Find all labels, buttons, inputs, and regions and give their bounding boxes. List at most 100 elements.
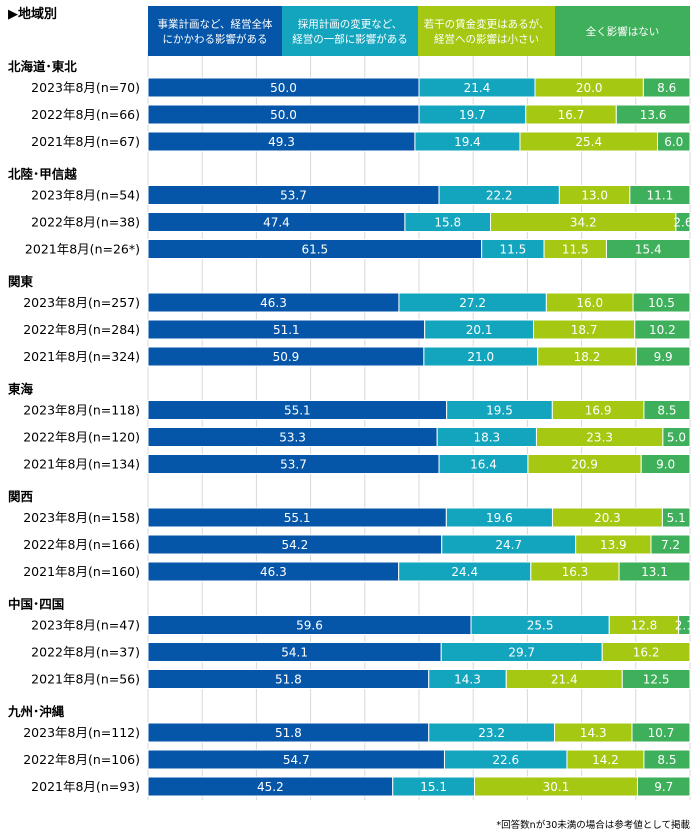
row-label: 2023年8月(n=118) [23,403,140,418]
data-label: 13.9 [600,538,627,552]
data-label: 18.7 [571,323,598,337]
data-label: 16.7 [558,108,585,122]
row-label: 2023年8月(n=257) [23,295,140,310]
row-label: 2023年8月(n=158) [23,510,140,525]
row-label: 2021年8月(n=160) [23,564,140,579]
row-label: 2022年8月(n=166) [23,537,140,552]
data-label: 47.4 [263,216,290,230]
data-label: 19.4 [454,135,481,149]
data-label: 50.9 [273,350,300,364]
data-label: 8.5 [657,753,676,767]
data-label: 9.7 [654,780,673,794]
data-label: 51.8 [275,726,302,740]
data-label: 21.0 [467,350,494,364]
data-label: 8.6 [657,81,676,95]
data-label: 6.0 [664,135,683,149]
data-label: 2.6 [673,216,692,230]
row-label: 2023年8月(n=70) [31,80,140,95]
row-label: 2022年8月(n=38) [31,215,140,230]
row-label: 2021年8月(n=93) [31,779,140,794]
bar-segment [636,776,691,797]
data-label: 50.0 [270,108,297,122]
data-label: 30.1 [543,780,570,794]
row-label: 2022年8月(n=37) [31,645,140,660]
bar-segment [605,239,691,259]
data-label: 16.2 [633,646,660,660]
row-label: 2023年8月(n=54) [31,188,140,203]
bar-segment [618,561,691,582]
row-label: 2022年8月(n=106) [23,752,140,767]
row-label: 2021年8月(n=324) [23,349,140,364]
bar-segment [650,534,691,555]
row-label: 2023年8月(n=47) [31,618,140,633]
legend-label: 経営の一部に影響がある [292,33,408,46]
region-label: 中国･四国 [8,597,64,612]
footnote: *回答数nが30未満の場合は参考値として掲載 [496,819,690,831]
bar-segment [662,427,691,447]
data-label: 55.1 [284,404,311,418]
region-label: 北陸･甲信越 [8,167,77,182]
data-label: 7.2 [661,538,680,552]
row-label: 2021年8月(n=56) [31,672,140,687]
bar-segment [643,749,691,770]
bar-segment [629,185,691,205]
data-label: 10.5 [648,296,675,310]
data-label: 16.3 [562,565,589,579]
bar-segment [621,669,691,689]
data-label: 34.2 [570,216,597,230]
data-label: 2.1 [675,619,694,633]
bar-segment [657,131,691,152]
data-label: 23.3 [586,431,613,445]
data-label: 13.6 [640,108,667,122]
data-label: 13.0 [581,189,608,203]
data-label: 10.2 [649,323,676,337]
data-label: 27.2 [459,296,486,310]
bar-segment [632,292,691,313]
legend-label: 全く影響はない [586,25,660,38]
legend-swatch [282,6,418,56]
row-label: 2022年8月(n=284) [23,322,140,337]
bar-segment [634,319,691,340]
data-label: 11.1 [647,189,674,203]
chart-title: ▶地域別 [8,6,57,22]
row-label: 2023年8月(n=112) [23,725,140,740]
legend-swatch [148,6,282,56]
data-label: 18.3 [473,431,500,445]
data-label: 19.5 [486,404,513,418]
data-label: 15.1 [420,780,447,794]
data-label: 22.2 [486,189,513,203]
bar-segment [615,104,691,125]
data-label: 53.7 [280,458,307,472]
data-label: 46.3 [260,565,287,579]
data-label: 18.2 [574,350,601,364]
data-label: 61.5 [301,243,328,257]
data-label: 50.0 [270,81,297,95]
data-label: 59.6 [296,619,323,633]
bar-segment [675,212,691,232]
data-label: 20.1 [466,323,493,337]
data-label: 13.1 [641,565,668,579]
row-label: 2021年8月(n=134) [23,457,140,472]
data-label: 16.9 [585,404,612,418]
data-label: 54.1 [281,646,308,660]
legend-label: 経営への影響は小さい [434,33,539,46]
data-label: 22.6 [492,753,519,767]
legend-swatch [418,6,555,56]
data-label: 8.5 [657,404,676,418]
legend-label: にかかわる影響がある [163,33,268,46]
data-label: 46.3 [260,296,287,310]
region-label: 関西 [8,489,33,504]
data-label: 20.9 [571,458,598,472]
data-label: 51.8 [275,673,302,687]
data-label: 11.5 [500,243,527,257]
data-label: 49.3 [268,135,295,149]
data-label: 29.7 [508,646,535,660]
data-label: 25.5 [527,619,554,633]
data-label: 12.8 [631,619,658,633]
data-label: 51.1 [273,323,300,337]
data-label: 14.3 [580,726,607,740]
region-label: 北海道･東北 [8,59,77,74]
labels: 北海道･東北 2023年8月(n=70) 50.0 21.4 20.0 8.6 2022年8… [7,59,694,794]
